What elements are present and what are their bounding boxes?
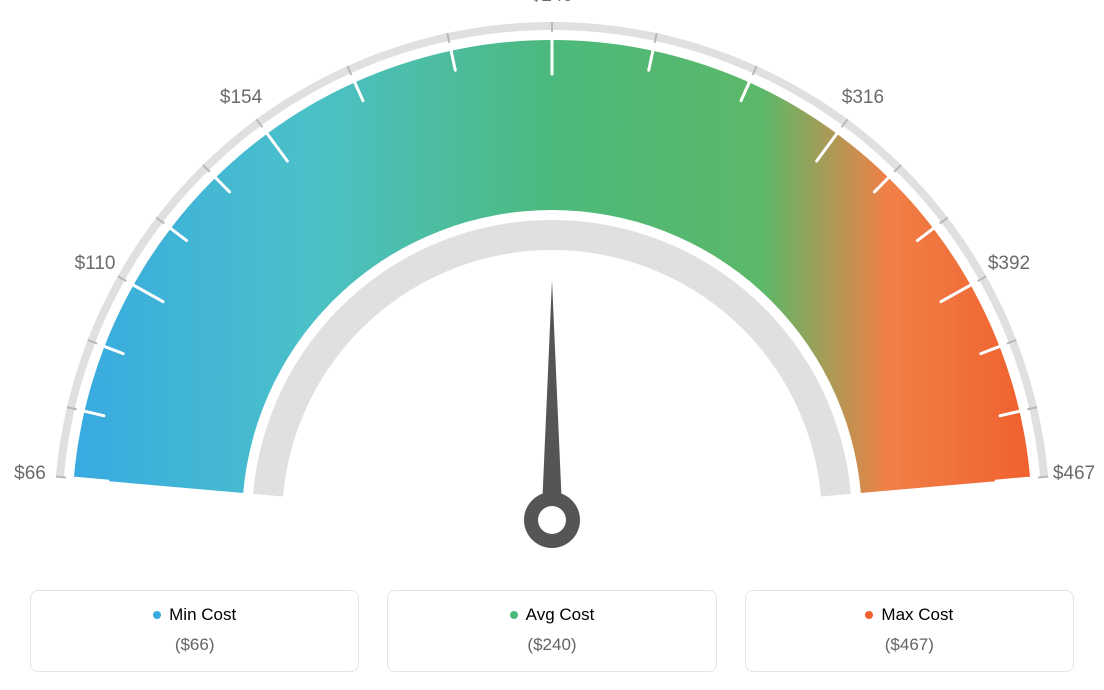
legend-title-min: Min Cost	[153, 605, 236, 625]
gauge-svg	[0, 0, 1104, 560]
legend-card-avg: Avg Cost ($240)	[387, 590, 716, 672]
legend-value-max: ($467)	[746, 635, 1073, 655]
gauge-tick-label: $240	[531, 0, 573, 7]
legend-label-min: Min Cost	[169, 605, 236, 625]
legend-label-max: Max Cost	[881, 605, 953, 625]
gauge-tick-label: $392	[988, 253, 1030, 275]
legend-card-max: Max Cost ($467)	[745, 590, 1074, 672]
gauge-tick-label: $154	[220, 87, 262, 109]
legend-label-avg: Avg Cost	[526, 605, 595, 625]
cost-gauge-chart: $66 $110 $154 $240 $316 $392 $467 Min Cost ($6…	[0, 0, 1104, 690]
legend-value-avg: ($240)	[388, 635, 715, 655]
legend-dot-min	[153, 611, 161, 619]
legend-row: Min Cost ($66) Avg Cost ($240) Max Cost …	[30, 590, 1074, 672]
gauge-area: $66 $110 $154 $240 $316 $392 $467	[0, 0, 1104, 560]
legend-title-avg: Avg Cost	[510, 605, 595, 625]
legend-dot-avg	[510, 611, 518, 619]
gauge-tick-label: $66	[14, 463, 46, 485]
gauge-tick-label: $316	[842, 87, 884, 109]
legend-card-min: Min Cost ($66)	[30, 590, 359, 672]
legend-title-max: Max Cost	[865, 605, 953, 625]
gauge-tick-label: $467	[1053, 463, 1095, 485]
gauge-tick-label: $110	[75, 253, 116, 275]
legend-value-min: ($66)	[31, 635, 358, 655]
legend-dot-max	[865, 611, 873, 619]
